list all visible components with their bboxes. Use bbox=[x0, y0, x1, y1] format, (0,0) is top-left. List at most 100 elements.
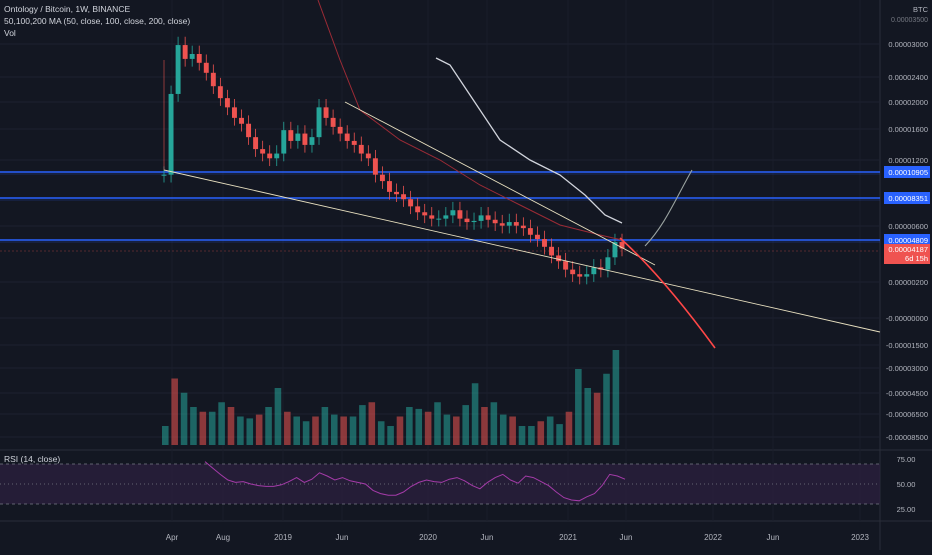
candle-body bbox=[253, 137, 259, 150]
volume-bar bbox=[312, 416, 319, 445]
x-tick-label: 2021 bbox=[559, 533, 577, 542]
candle-body bbox=[436, 218, 442, 220]
level-label: 0.00008351 bbox=[888, 194, 928, 203]
currency-label: BTC bbox=[913, 5, 929, 14]
upper-trendline bbox=[344, 101, 656, 266]
volume-bar bbox=[434, 402, 441, 445]
level-label-badge bbox=[884, 192, 930, 204]
candle-body bbox=[217, 86, 223, 99]
x-tick-label: 2022 bbox=[704, 533, 722, 542]
price-tick-label: -0.00006500 bbox=[886, 410, 928, 419]
candle-body bbox=[591, 267, 597, 275]
candle-body bbox=[619, 242, 625, 249]
lower-trendline bbox=[163, 169, 881, 333]
price-tick-label: 0.00003000 bbox=[888, 40, 928, 49]
candle-body bbox=[577, 274, 583, 277]
candle-body bbox=[556, 255, 562, 262]
volume-bar bbox=[321, 407, 329, 445]
candle-body bbox=[570, 269, 576, 275]
volume-bar bbox=[443, 414, 451, 445]
x-tick-label: Jun bbox=[481, 533, 494, 542]
candle-body bbox=[527, 228, 533, 235]
volume-bar bbox=[387, 426, 394, 445]
candle-body bbox=[189, 53, 195, 59]
price-tick-label: 0.00001600 bbox=[888, 125, 928, 134]
legend-symbol: Ontology / Bitcoin, 1W, BINANCE bbox=[4, 4, 131, 14]
candle-body bbox=[605, 257, 611, 270]
price-tick-label: 0.00002000 bbox=[888, 98, 928, 107]
volume-bar bbox=[180, 392, 188, 445]
countdown-label: 6d 15h bbox=[905, 254, 928, 263]
candle-body bbox=[513, 222, 519, 226]
volume-bar bbox=[612, 350, 620, 445]
candle-body bbox=[203, 62, 209, 73]
candle-body bbox=[351, 140, 357, 145]
candle-body bbox=[281, 130, 287, 154]
volume-bar bbox=[359, 405, 366, 445]
volume-bar bbox=[162, 426, 169, 445]
candle-body bbox=[457, 210, 463, 219]
current-price-badge bbox=[884, 244, 930, 264]
candle-body bbox=[274, 153, 280, 159]
x-tick-label: Jun bbox=[620, 533, 633, 542]
ma-line bbox=[317, 0, 623, 241]
volume-bar bbox=[349, 416, 357, 445]
volume-bar bbox=[528, 426, 535, 445]
candle-body bbox=[450, 210, 456, 216]
price-tick-label: -0.00004500 bbox=[886, 389, 928, 398]
volume-bar bbox=[171, 378, 178, 445]
candle-body bbox=[415, 206, 421, 213]
candle-body bbox=[422, 212, 428, 216]
candle-body bbox=[309, 137, 315, 145]
candle-body bbox=[401, 194, 407, 200]
x-tick-label: 2020 bbox=[419, 533, 437, 542]
candle-body bbox=[372, 158, 378, 175]
candle-body bbox=[429, 215, 435, 219]
candle-body bbox=[584, 274, 590, 277]
volume-bar bbox=[255, 414, 263, 445]
x-tick-label: Jun bbox=[336, 533, 349, 542]
level-label-badge bbox=[884, 166, 930, 178]
candle-body bbox=[231, 107, 237, 118]
volume-bar bbox=[330, 414, 338, 445]
volume-bar bbox=[575, 369, 582, 445]
candle-body bbox=[337, 126, 343, 134]
candle-body bbox=[168, 93, 174, 175]
volume-bar bbox=[237, 416, 244, 445]
volume-bar bbox=[471, 383, 479, 445]
legend-ma: 50,100,200 MA (50, close, 100, close, 20… bbox=[4, 16, 191, 26]
volume-bar bbox=[396, 416, 404, 445]
candle-body bbox=[161, 174, 167, 176]
volume-bar bbox=[481, 407, 488, 445]
candle-body bbox=[563, 261, 569, 270]
volume-bar bbox=[302, 421, 310, 445]
volume-bar bbox=[208, 411, 216, 445]
volume-bar bbox=[453, 416, 460, 445]
candle-body bbox=[295, 133, 301, 141]
price-tick-label: 0.00002400 bbox=[888, 73, 928, 82]
rsi-legend: RSI (14, close) bbox=[4, 454, 61, 464]
candle-body bbox=[365, 153, 371, 159]
candle-body bbox=[224, 98, 230, 108]
volume-bar bbox=[565, 411, 573, 445]
candle-body bbox=[246, 123, 252, 138]
price-tick-label: 0.00000200 bbox=[888, 278, 928, 287]
volume-bar bbox=[377, 421, 385, 445]
candle-body bbox=[260, 149, 266, 154]
volume-bar bbox=[274, 388, 282, 445]
candle-body bbox=[492, 219, 498, 224]
price-tick-label: 0.00000600 bbox=[888, 222, 928, 231]
volume-bar bbox=[218, 402, 225, 445]
x-tick-label: Jun bbox=[767, 533, 780, 542]
volume-bar bbox=[340, 416, 347, 445]
volume-bar bbox=[490, 402, 498, 445]
volume-bar bbox=[293, 416, 300, 445]
bearish-projection bbox=[619, 237, 716, 349]
volume-bar bbox=[406, 407, 413, 445]
candle-body bbox=[239, 117, 244, 124]
candle-body bbox=[506, 222, 512, 226]
volume-bar bbox=[546, 416, 554, 445]
